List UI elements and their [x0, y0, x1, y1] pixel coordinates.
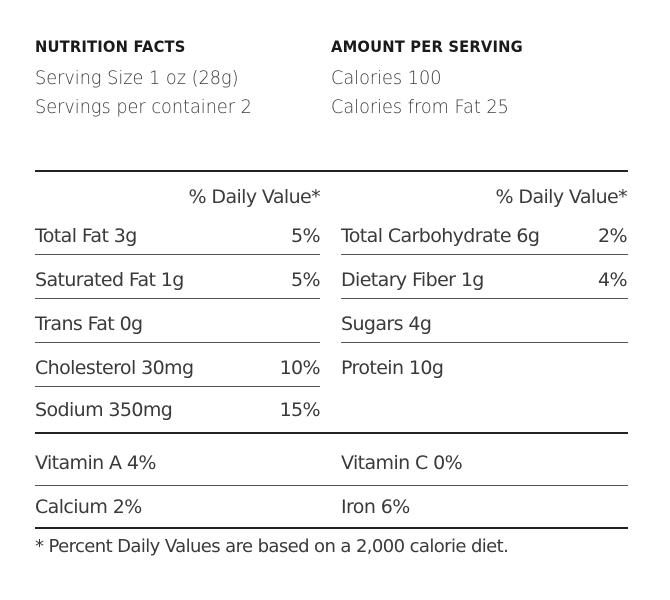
nutrient-name: Total Carbohydrate 6g [341, 225, 540, 247]
row-divider [35, 254, 320, 255]
nutrient-percent: 2% [598, 225, 628, 247]
nutrient-name: Sodium 350mg [35, 399, 173, 421]
nutrient-row: Total Fat 3g 5% [35, 214, 321, 258]
calcium: Calcium 2% [35, 496, 142, 518]
nutrition-facts-title: NUTRITION FACTS [35, 37, 186, 56]
daily-value-header-left: % Daily Value* [188, 186, 321, 208]
vitamins-divider [35, 432, 628, 434]
nutrient-name: Dietary Fiber 1g [341, 269, 484, 291]
nutrient-name: Saturated Fat 1g [35, 269, 184, 291]
vitamin-row: Vitamin C 0% [341, 441, 627, 485]
vitamin-a: Vitamin A 4% [35, 452, 156, 474]
nutrient-row: Cholesterol 30mg 10% [35, 346, 321, 390]
nutrient-row: Protein 10g [341, 346, 627, 390]
nutrient-name: Total Fat 3g [35, 225, 137, 247]
nutrient-percent: 5% [291, 269, 321, 291]
row-divider [341, 298, 628, 299]
header-right: AMOUNT PER SERVING Calories 100 Calories… [331, 36, 540, 122]
bottom-divider [35, 527, 628, 529]
nutrient-name: Cholesterol 30mg [35, 357, 194, 379]
vitamin-row: Vitamin A 4% [35, 441, 320, 485]
row-divider [35, 485, 628, 486]
nutrient-percent: 4% [598, 269, 628, 291]
nutrient-name: Trans Fat 0g [35, 313, 143, 335]
nutrient-row: Dietary Fiber 1g 4% [341, 258, 628, 302]
footnote: * Percent Daily Values are based on a 2,… [35, 536, 509, 557]
nutrient-row: Sugars 4g [341, 302, 627, 346]
vitamin-row: Calcium 2% [35, 485, 320, 529]
serving-size: Serving Size 1 oz (28g) [35, 67, 239, 89]
nutrient-percent: 10% [279, 357, 321, 379]
row-divider [35, 342, 320, 343]
nutrient-row: Total Carbohydrate 6g 2% [341, 214, 628, 258]
top-divider [35, 170, 628, 172]
row-divider [341, 254, 628, 255]
nutrient-row: Trans Fat 0g [35, 302, 320, 346]
calories-from-fat: Calories from Fat 25 [331, 96, 509, 118]
nutrient-name: Sugars 4g [341, 313, 432, 335]
vitamin-row: Iron 6% [341, 485, 627, 529]
amount-per-serving-title: AMOUNT PER SERVING [331, 37, 523, 56]
servings-per-container: Servings per container 2 [35, 96, 252, 118]
nutrient-row: Sodium 350mg 15% [35, 388, 321, 432]
nutrient-percent: 15% [279, 399, 321, 421]
vitamin-c: Vitamin C 0% [341, 452, 463, 474]
row-divider [35, 298, 320, 299]
header-left: NUTRITION FACTS Serving Size 1 oz (28g) … [35, 36, 268, 122]
nutrient-percent: 5% [291, 225, 321, 247]
calories: Calories 100 [331, 67, 442, 89]
iron: Iron 6% [341, 496, 410, 518]
nutrient-row: Saturated Fat 1g 5% [35, 258, 321, 302]
row-divider [35, 386, 320, 387]
nutrient-name: Protein 10g [341, 357, 444, 379]
row-divider [341, 342, 628, 343]
daily-value-header-right: % Daily Value* [495, 186, 628, 208]
